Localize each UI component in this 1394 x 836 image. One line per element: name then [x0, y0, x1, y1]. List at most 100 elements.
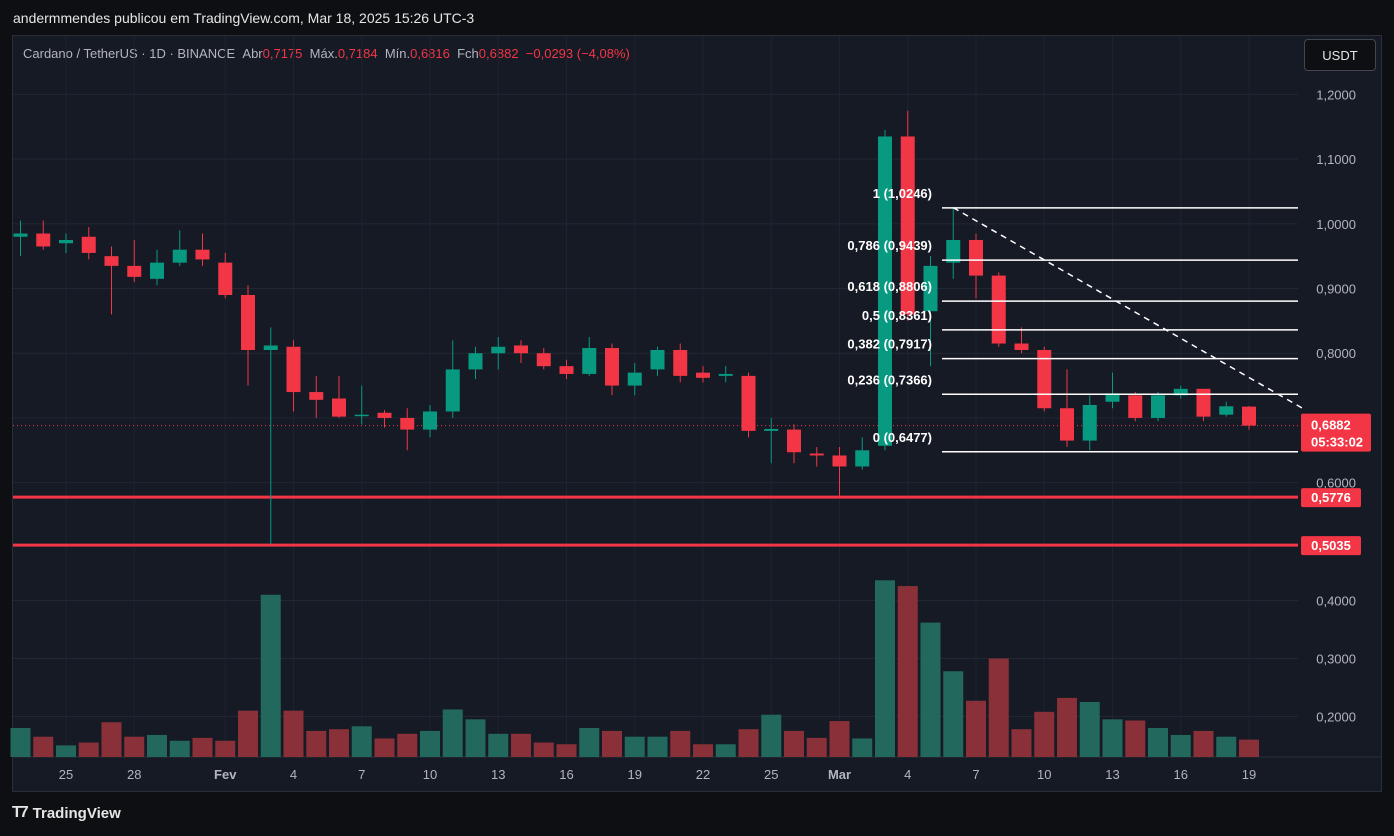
- volume-bar: [329, 729, 349, 757]
- current-price-tag-label: 0,6882: [1311, 418, 1351, 433]
- time-axis-label: 7: [358, 767, 365, 782]
- candle-body: [696, 372, 710, 378]
- candle-body: [127, 265, 142, 277]
- candle-body: [764, 428, 779, 431]
- time-axis-label: Mar: [828, 767, 851, 782]
- footer-brand-label: TradingView: [32, 804, 121, 822]
- volume-bar: [511, 733, 531, 757]
- volume-bar: [693, 744, 713, 757]
- volume-bar: [1216, 736, 1237, 757]
- volume-axis-label: 0,4000: [1316, 594, 1356, 609]
- time-axis-label: 16: [1174, 767, 1188, 782]
- candle-body: [559, 366, 574, 374]
- candle-body: [104, 256, 119, 266]
- candle-body: [650, 350, 665, 370]
- footer-brand: T7 TradingView: [12, 804, 121, 822]
- candle-body: [1173, 388, 1188, 396]
- volume-bar: [1102, 719, 1123, 757]
- time-axis-label: 28: [127, 767, 141, 782]
- fib-level-label: 0,618 (0,8806): [847, 279, 932, 294]
- candle-body: [1105, 393, 1120, 402]
- volume-bar: [1148, 728, 1168, 757]
- candle-body: [468, 353, 483, 370]
- fib-level-label: 0,786 (0,9439): [847, 238, 932, 253]
- price-axis-label: 1,1000: [1316, 152, 1356, 167]
- volume-axis-label: 0,3000: [1316, 652, 1356, 667]
- candle-body: [1196, 388, 1211, 417]
- volume-bar: [943, 671, 964, 757]
- volume-bar: [897, 586, 918, 757]
- high-value: 0,7184: [337, 46, 378, 61]
- volume-bar: [579, 728, 600, 757]
- candle-body: [1014, 343, 1029, 350]
- candle-body: [946, 240, 961, 263]
- volume-bar: [829, 721, 850, 757]
- candle-body: [741, 375, 756, 431]
- support-price-tag-label: 0,5776: [1311, 490, 1351, 505]
- support-price-tag-label: 0,5035: [1311, 538, 1351, 553]
- candle-body: [377, 412, 392, 418]
- support-price-tag: [1301, 536, 1361, 556]
- volume-bar: [351, 726, 372, 757]
- volume-bar: [147, 734, 167, 757]
- volume-bar: [647, 736, 668, 757]
- volume-bar: [169, 740, 190, 757]
- volume-bar: [875, 580, 895, 757]
- volume-bar: [624, 736, 645, 757]
- fib-level-label: 0,5 (0,8361): [862, 308, 932, 323]
- price-axis-label: 0,9000: [1316, 282, 1356, 297]
- volume-bar: [10, 728, 31, 757]
- dashed-trendline: [952, 206, 1307, 411]
- volume-bar: [397, 733, 418, 757]
- volume-bar: [806, 737, 827, 757]
- time-axis-label: 4: [290, 767, 297, 782]
- volume-bar: [1034, 711, 1055, 757]
- volume-bar: [1239, 739, 1259, 757]
- volume-bar: [33, 736, 54, 757]
- fib-level-label: 1 (1,0246): [873, 186, 932, 201]
- candle-body: [172, 249, 187, 263]
- candle-body: [1082, 405, 1097, 441]
- volume-bar: [192, 737, 213, 757]
- candle-body: [673, 350, 688, 376]
- volume-bar: [966, 700, 986, 757]
- candle-body: [195, 249, 210, 260]
- candle-body: [969, 240, 983, 276]
- candle-body: [627, 372, 642, 386]
- volume-bar: [56, 745, 76, 757]
- time-axis-label: 19: [628, 767, 642, 782]
- candle-body: [309, 392, 324, 400]
- candle-body: [445, 369, 460, 412]
- volume-bar: [306, 730, 327, 757]
- volume-bar: [488, 733, 509, 757]
- volume-bar: [78, 742, 99, 757]
- candle-body: [491, 346, 506, 354]
- volume-bar: [215, 740, 236, 757]
- volume-bar: [1170, 734, 1191, 757]
- volume-bar: [715, 744, 736, 757]
- volume-bar: [852, 738, 873, 757]
- volume-bar: [465, 719, 486, 757]
- fib-level-label: 0,382 (0,7917): [847, 337, 932, 352]
- publish-line: andermmendes publicou em TradingView.com…: [13, 10, 475, 26]
- volume-bar: [920, 622, 941, 757]
- volume-bar: [1011, 729, 1032, 757]
- candle-body: [1060, 408, 1074, 441]
- tradingview-logo-icon: T7: [12, 804, 29, 821]
- candle-body: [81, 236, 96, 253]
- candle-body: [286, 346, 301, 393]
- candle-body: [36, 233, 51, 247]
- volume-bar: [533, 742, 554, 757]
- candle-body: [1151, 395, 1165, 418]
- volume-bar: [124, 736, 145, 757]
- candle-body: [13, 233, 28, 237]
- currency-button[interactable]: USDT: [1304, 39, 1376, 71]
- symbol-label: Cardano / TetherUS · 1D · BINANCE: [23, 46, 236, 61]
- volume-bar: [1057, 697, 1077, 757]
- change-value: −0,0293 (−4,08%): [525, 46, 630, 61]
- time-axis-label: 19: [1242, 767, 1256, 782]
- candle-body: [241, 295, 255, 350]
- support-price-tag: [1301, 488, 1361, 508]
- low-label: Mín.: [384, 46, 411, 61]
